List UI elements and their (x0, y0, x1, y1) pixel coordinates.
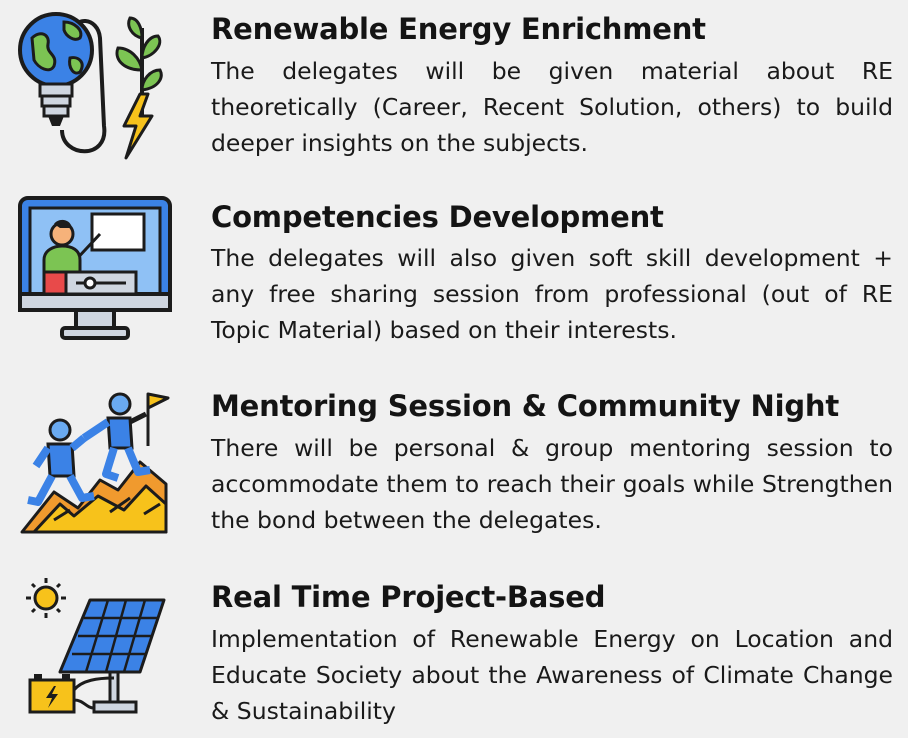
item-description: There will be personal & group mentoring… (211, 434, 893, 534)
item-title: Competencies Development (211, 200, 664, 234)
lightbulb-globe-plant-icon (14, 8, 179, 168)
computer-presenter-icon (14, 194, 179, 354)
item-title: Mentoring Session & Community Night (211, 389, 839, 423)
item-description: Implementation of Renewable Energy on Lo… (211, 625, 893, 725)
item-title: Renewable Energy Enrichment (211, 12, 706, 46)
solar-panel-battery-sun-icon (14, 576, 179, 726)
item-description: The delegates will be given material abo… (211, 57, 893, 157)
item-description: The delegates will also given soft skill… (211, 244, 893, 344)
climbers-flag-mountain-icon (14, 386, 179, 536)
item-title: Real Time Project-Based (211, 580, 606, 614)
